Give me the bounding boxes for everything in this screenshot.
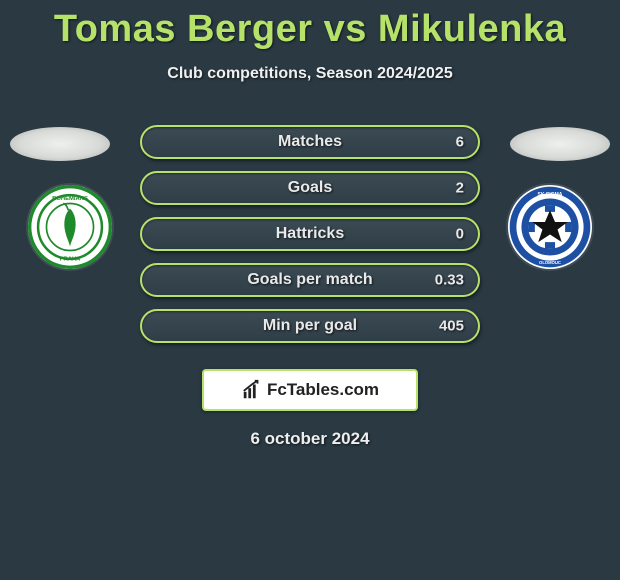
stat-label: Goals <box>288 179 332 197</box>
page-title: Tomas Berger vs Mikulenka <box>0 0 620 51</box>
sigma-crest-icon: SK SIGMA OLOMOUC <box>508 185 592 269</box>
stat-row-matches: Matches 6 <box>140 125 480 159</box>
stat-right-value: 0.33 <box>435 272 464 289</box>
player-right-avatar-placeholder <box>510 127 610 161</box>
stat-label: Min per goal <box>263 317 357 335</box>
stat-label: Goals per match <box>247 271 372 289</box>
svg-text:BOHEMIANS: BOHEMIANS <box>52 196 88 202</box>
stat-bars: Matches 6 Goals 2 Hattricks 0 Goals per … <box>140 125 480 355</box>
stat-row-goals: Goals 2 <box>140 171 480 205</box>
stat-right-value: 2 <box>456 180 464 197</box>
stat-label: Matches <box>278 133 342 151</box>
stat-right-value: 0 <box>456 226 464 243</box>
date-label: 6 october 2024 <box>0 429 620 449</box>
svg-text:SK SIGMA: SK SIGMA <box>538 192 563 198</box>
stat-row-min-per-goal: Min per goal 405 <box>140 309 480 343</box>
brand-text: FcTables.com <box>267 380 379 400</box>
brand-badge: FcTables.com <box>202 369 418 411</box>
stat-label: Hattricks <box>276 225 344 243</box>
stat-row-hattricks: Hattricks 0 <box>140 217 480 251</box>
svg-text:OLOMOUC: OLOMOUC <box>539 260 561 265</box>
stat-row-goals-per-match: Goals per match 0.33 <box>140 263 480 297</box>
comparison-panel: BOHEMIANS PRAHA SK SIGMA OLOMOUC Matches… <box>0 125 620 355</box>
svg-text:PRAHA: PRAHA <box>60 257 82 263</box>
team-right-crest: SK SIGMA OLOMOUC <box>508 185 592 269</box>
stat-right-value: 6 <box>456 134 464 151</box>
bohemians-crest-icon: BOHEMIANS PRAHA <box>28 185 112 269</box>
chart-icon <box>241 379 263 401</box>
team-left-crest: BOHEMIANS PRAHA <box>28 185 112 269</box>
stat-right-value: 405 <box>439 318 464 335</box>
player-left-avatar-placeholder <box>10 127 110 161</box>
subtitle: Club competitions, Season 2024/2025 <box>0 65 620 83</box>
